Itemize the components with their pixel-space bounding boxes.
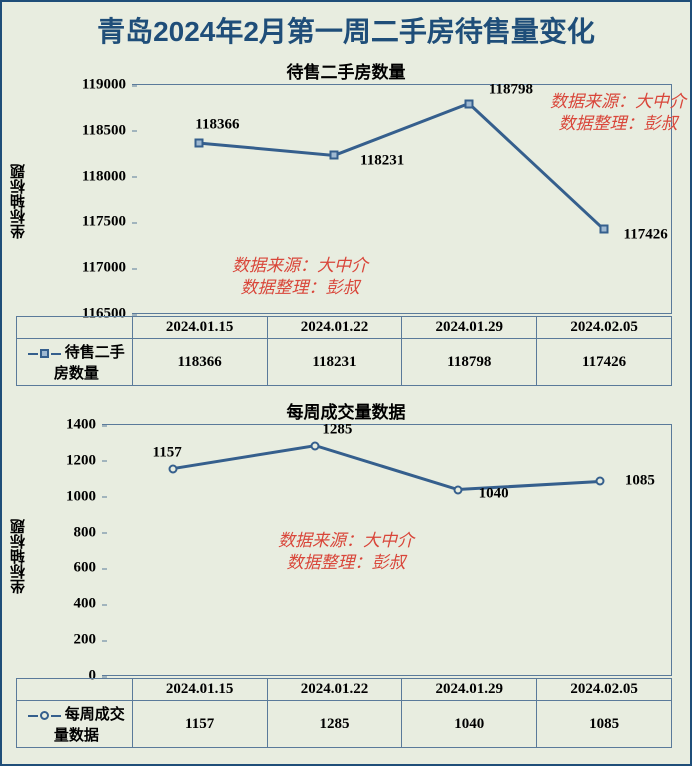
legend-cell: 每周成交量数据: [17, 701, 133, 748]
data-label: 118798: [489, 81, 533, 98]
data-label: 118231: [360, 153, 404, 170]
category-cell: 2024.01.29: [402, 317, 537, 339]
category-cell: 2024.01.15: [132, 679, 267, 701]
ytick: 117000: [82, 260, 132, 277]
value-cell: 117426: [537, 339, 672, 386]
ytick: 119000: [82, 77, 132, 94]
chart-weekly-volume: 每周成交量数据 坐标轴标题 02004006008001000120014001…: [2, 394, 690, 754]
ytick: 1000: [66, 488, 102, 505]
category-cell: 2024.02.05: [537, 679, 672, 701]
watermark: 数据来源：大中介 数据整理：彭叔: [278, 530, 414, 574]
data-label: 1040: [479, 485, 509, 502]
value-cell: 118366: [132, 339, 267, 386]
data-label: 118366: [195, 117, 239, 134]
ytick: 1200: [66, 452, 102, 469]
ytick: 1400: [66, 417, 102, 434]
data-marker: [169, 464, 178, 473]
ytick: 118000: [82, 168, 132, 185]
data-label: 1157: [153, 444, 182, 461]
category-cell: 2024.01.29: [402, 679, 537, 701]
data-marker: [464, 99, 473, 108]
chart-pending-listings: 待售二手房数量 坐标轴标题 11650011700011750011800011…: [2, 54, 690, 394]
value-cell: 1040: [402, 701, 537, 748]
page-title: 青岛2024年2月第一周二手房待售量变化: [2, 2, 690, 54]
category-cell: 2024.01.22: [267, 679, 402, 701]
value-cell: 1285: [267, 701, 402, 748]
chart1-yaxis-title: 坐标轴标题: [8, 164, 29, 239]
chart2-yaxis-title: 坐标轴标题: [8, 519, 29, 594]
chart2-data-table: 2024.01.152024.01.222024.01.292024.02.05…: [16, 678, 672, 748]
data-marker: [599, 225, 608, 234]
chart2-plot-area: 0200400600800100012001400115712851040108…: [102, 424, 672, 676]
data-marker: [195, 139, 204, 148]
ytick: 400: [74, 596, 103, 613]
data-label: 1085: [625, 473, 655, 490]
value-cell: 1157: [132, 701, 267, 748]
data-marker: [453, 485, 462, 494]
chart1-plot-area: 1165001170001175001180001185001190001183…: [132, 84, 672, 314]
watermark: 数据来源：大中介 数据整理：彭叔: [232, 255, 368, 299]
ytick: 200: [74, 632, 103, 649]
ytick: 118500: [82, 122, 132, 139]
data-marker: [330, 151, 339, 160]
chart1-data-table: 2024.01.152024.01.222024.01.292024.02.05…: [16, 316, 672, 386]
watermark: 数据来源：大中介 数据整理：彭叔: [550, 91, 686, 135]
category-cell: 2024.01.15: [132, 317, 267, 339]
category-cell: 2024.01.22: [267, 317, 402, 339]
data-marker: [311, 441, 320, 450]
data-marker: [595, 477, 604, 486]
ytick: 800: [74, 524, 103, 541]
value-cell: 118798: [402, 339, 537, 386]
value-cell: 118231: [267, 339, 402, 386]
data-label: 117426: [624, 227, 668, 244]
category-cell: 2024.02.05: [537, 317, 672, 339]
value-cell: 1085: [537, 701, 672, 748]
data-label: 1285: [322, 421, 352, 438]
ytick: 600: [74, 560, 103, 577]
ytick: 117500: [82, 214, 132, 231]
legend-cell: 待售二手房数量: [17, 339, 133, 386]
